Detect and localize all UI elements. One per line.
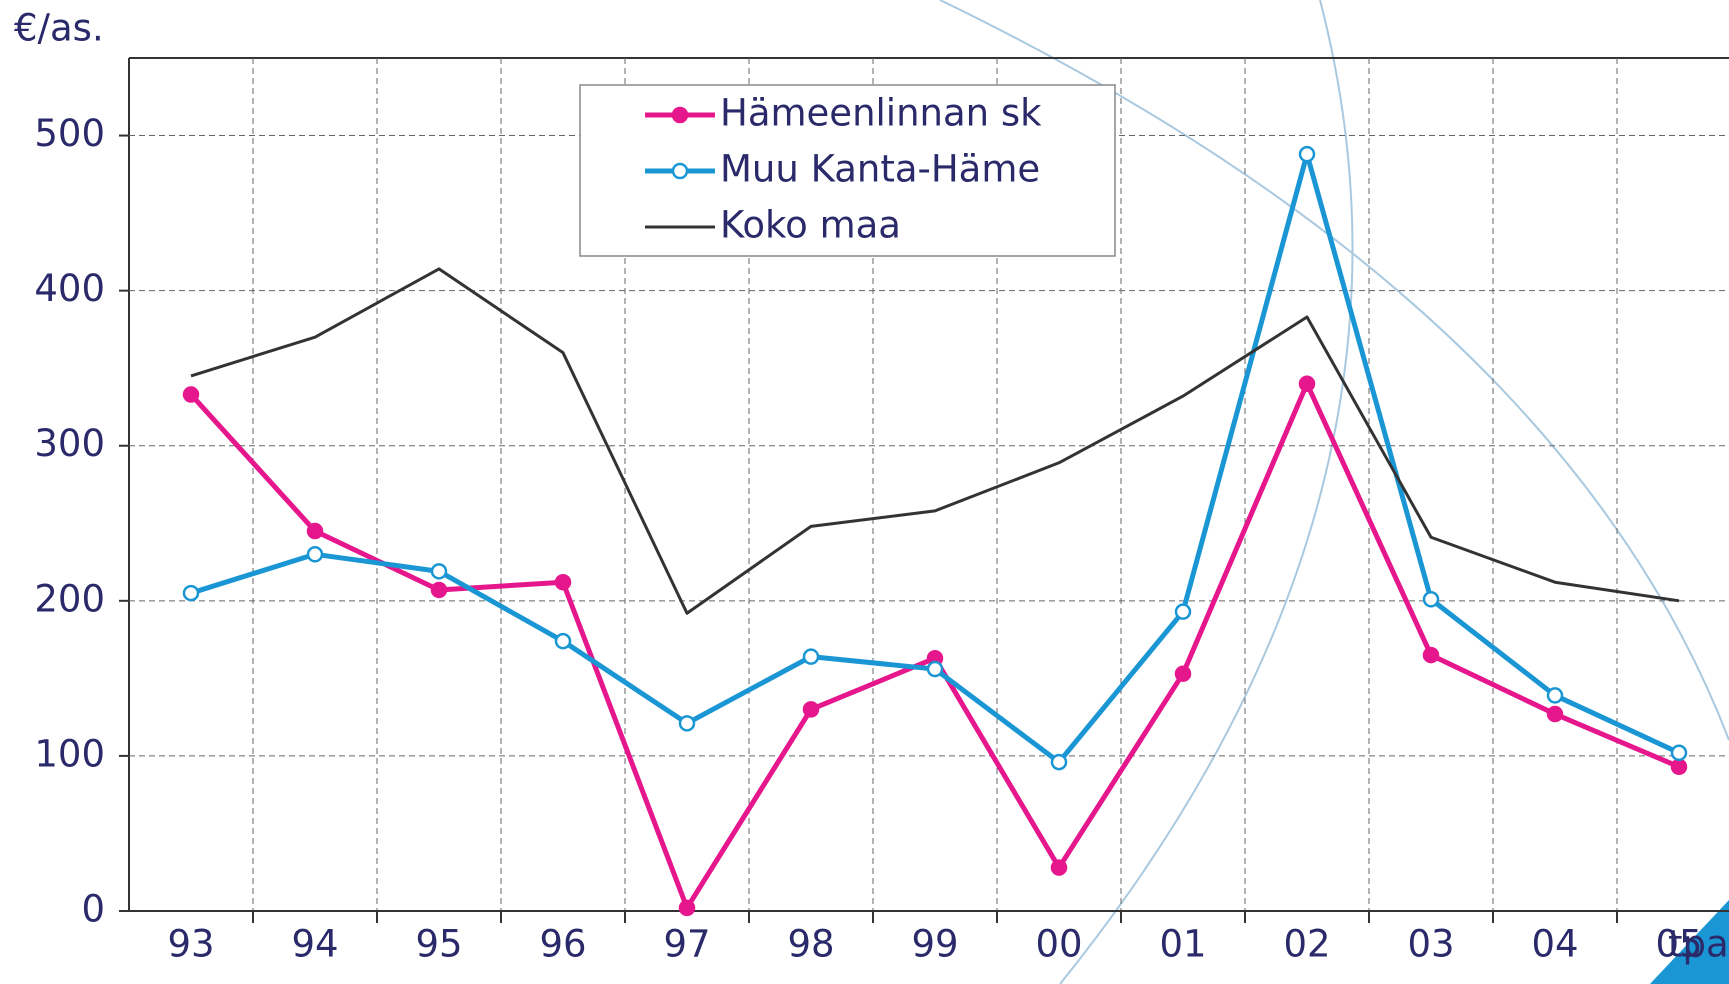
legend-label: Koko maa <box>720 204 901 247</box>
x-tick-label: 94 <box>291 923 338 966</box>
data-point <box>680 901 694 915</box>
y-tick-label: 200 <box>34 577 105 620</box>
x-tick-label: 04 <box>1531 923 1578 966</box>
y-axis-label: €/as. <box>14 7 104 50</box>
series-line <box>191 384 1679 908</box>
data-point <box>804 650 818 664</box>
data-point <box>184 388 198 402</box>
x-tick-label: 99 <box>911 923 958 966</box>
x-axis-label: tpa <box>1668 923 1729 966</box>
x-tick-label: 95 <box>415 923 462 966</box>
x-tick-label: 03 <box>1407 923 1454 966</box>
data-point <box>308 547 322 561</box>
data-point <box>804 702 818 716</box>
data-point <box>1052 861 1066 875</box>
x-tick-label: 98 <box>787 923 834 966</box>
data-point <box>1548 688 1562 702</box>
data-point <box>1548 707 1562 721</box>
x-tick-label: 97 <box>663 923 710 966</box>
data-point <box>432 583 446 597</box>
series-line <box>191 269 1679 613</box>
data-point <box>432 564 446 578</box>
data-point <box>1424 592 1438 606</box>
legend-label: Muu Kanta-Häme <box>720 148 1040 191</box>
data-point <box>1672 760 1686 774</box>
x-tick-label: 02 <box>1283 923 1330 966</box>
y-tick-label: 400 <box>34 267 105 310</box>
y-tick-label: 100 <box>34 732 105 775</box>
data-point <box>556 575 570 589</box>
plot <box>184 147 1686 915</box>
data-point <box>1672 746 1686 760</box>
data-point <box>1300 377 1314 391</box>
data-point <box>308 524 322 538</box>
legend-marker <box>673 108 687 122</box>
data-point <box>928 662 942 676</box>
data-point <box>556 634 570 648</box>
y-tick-label: 300 <box>34 422 105 465</box>
x-tick-label: 93 <box>167 923 214 966</box>
x-tick-label: 01 <box>1159 923 1206 966</box>
data-point <box>1424 648 1438 662</box>
x-tick-label: 96 <box>539 923 586 966</box>
data-point <box>1052 755 1066 769</box>
data-point <box>680 716 694 730</box>
data-point <box>1176 605 1190 619</box>
data-point <box>184 586 198 600</box>
chart: €/as. 0 100 200 300 400 500 93 94 95 96 97 98 99 00 01… <box>0 0 1729 984</box>
data-point <box>1176 667 1190 681</box>
y-tick-label: 0 <box>81 888 105 931</box>
x-tick-label: 00 <box>1035 923 1082 966</box>
y-tick-label: 500 <box>34 112 105 155</box>
legend-marker <box>673 164 687 178</box>
legend-label: Hämeenlinnan sk <box>720 92 1042 135</box>
data-point <box>1300 147 1314 161</box>
